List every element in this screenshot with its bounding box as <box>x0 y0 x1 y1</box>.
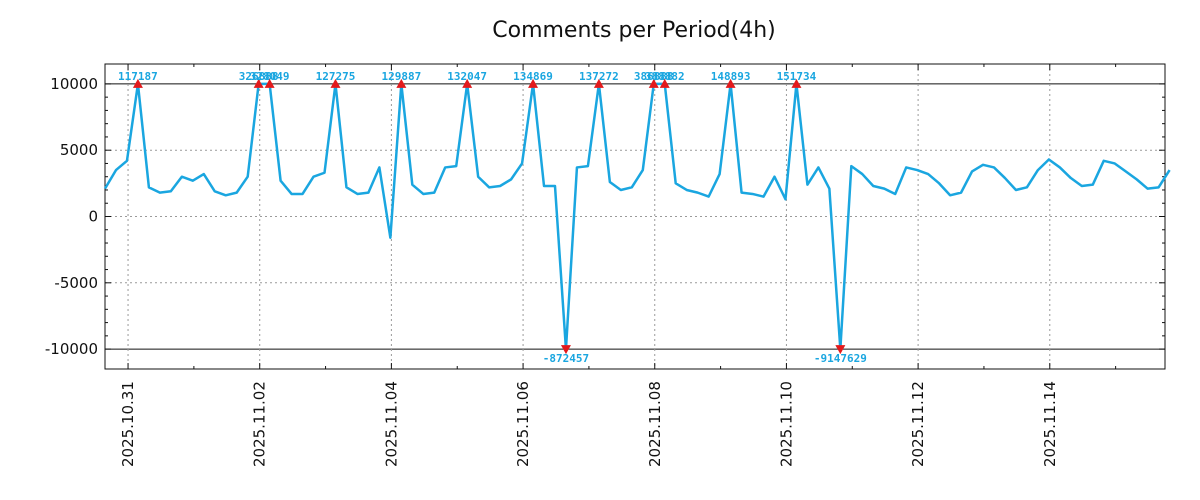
clip-marker-up <box>791 78 802 88</box>
clip-marker-up <box>528 78 539 88</box>
series-layer <box>103 82 1171 351</box>
clip-value-label: 127275 <box>316 70 356 83</box>
clip-value-label: 386888 <box>634 70 674 83</box>
x-tick-label: 2025.11.08 <box>646 381 664 467</box>
x-tick-label: 2025.11.12 <box>909 381 927 467</box>
clip-marker-up <box>462 78 473 88</box>
clip-value-label: 117187 <box>118 70 158 83</box>
clip-value-label: 328049 <box>250 70 290 83</box>
y-axis: 10000 5000 0 -5000 -10000 <box>45 75 1165 358</box>
clip-value-label: 388882 <box>645 70 685 83</box>
clip-value-label: 148893 <box>711 70 751 83</box>
clip-value-label: 326888 <box>239 70 279 83</box>
clip-value-label: 129887 <box>381 70 421 83</box>
y-tick-label: 5000 <box>60 141 98 159</box>
clip-marker-up <box>648 78 659 88</box>
clip-marker-up <box>593 78 604 88</box>
clip-marker-up <box>725 78 736 88</box>
chart-title: Comments per Period(4h) <box>492 18 776 43</box>
grid <box>105 64 1165 369</box>
clip-marker-up <box>132 78 143 88</box>
x-axis: 2025.10.31 2025.11.02 2025.11.04 2025.11.06… <box>119 64 1117 467</box>
clip-marker-down <box>560 345 571 355</box>
clip-marker-up <box>396 78 407 88</box>
clip-marker-down <box>835 345 846 355</box>
x-tick-label: 2025.11.10 <box>777 381 795 467</box>
clip-value-label: 132047 <box>447 70 487 83</box>
x-tick-label: 2025.11.06 <box>514 381 532 467</box>
clip-marker-up <box>330 78 341 88</box>
x-tick-label: 2025.11.14 <box>1041 381 1059 467</box>
clip-value-label: 151734 <box>777 70 817 83</box>
clip-marker-up <box>264 78 275 88</box>
clip-value-label: 134869 <box>513 70 553 83</box>
y-tick-label: -10000 <box>45 340 98 358</box>
clip-value-label: -872457 <box>543 352 589 365</box>
y-tick-label: 10000 <box>50 75 98 93</box>
series-line-comments <box>103 82 1171 351</box>
x-tick-label: 2025.11.04 <box>382 381 400 467</box>
y-tick-label: -5000 <box>54 274 98 292</box>
x-tick-label: 2025.10.31 <box>119 381 137 467</box>
clip-value-label: -9147629 <box>814 352 867 365</box>
y-tick-label: 0 <box>88 208 98 226</box>
x-tick-label: 2025.11.02 <box>251 381 269 467</box>
clip-marker-up <box>659 78 670 88</box>
clip-marker-up <box>253 78 264 88</box>
clip-value-label: 137272 <box>579 70 619 83</box>
